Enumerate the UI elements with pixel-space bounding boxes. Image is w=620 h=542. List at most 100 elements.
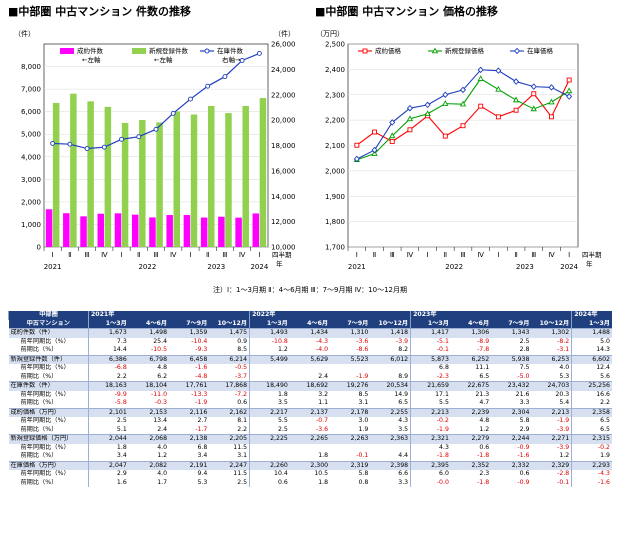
table-period-header: 7～9月 (169, 319, 210, 329)
table-cell: 2,178 (330, 407, 371, 417)
table-cell: -1.8 (477, 478, 490, 486)
table-row: 前期比（%） -5.8 -0.3 -1.9 0.6 3.5 1.1 3.1 6.5 5.5 4.7 3… (9, 399, 612, 408)
point-new-listing-price (512, 96, 520, 103)
table-period-header: 1～3月 (87, 319, 129, 329)
table-period-header: 1～3月 (249, 319, 290, 329)
left-y-tick-label: 1,000 (21, 221, 41, 229)
table-cell: -4.3 (316, 337, 329, 345)
bar-contracts (149, 217, 156, 247)
listings-count-chart: 0 1,000 2,000 3,000 4,000 5,000 6,000 7,000 8,00… (14, 29, 296, 271)
table-cell: 23,432 (491, 381, 532, 391)
table-cell: 2,293 (571, 460, 612, 470)
table-cell: -0.2 (571, 443, 612, 452)
row-label: 前年同期比（%） (20, 470, 70, 478)
x-tick-label: Ⅳ (239, 251, 246, 259)
point-contract-price (566, 77, 572, 83)
bar-contracts (131, 214, 139, 247)
point-inventory (222, 74, 228, 80)
table-cell: -5.1 (410, 337, 451, 346)
table-cell: 0.6 (237, 399, 248, 407)
table-cell: 5.1 (87, 425, 129, 435)
bar-contracts (183, 215, 191, 247)
x-tick-label: Ⅳ (101, 251, 108, 259)
right-y-tick-label: 14,000 (271, 193, 296, 201)
table-cell: 6,386 (87, 354, 129, 364)
table-cell: 5,499 (249, 354, 290, 364)
table-cell: 6,602 (571, 354, 612, 364)
row-label: 前年同期比（%） (20, 443, 70, 451)
x-tick-label: Ⅰ (120, 251, 122, 259)
table-row: 前年同期比（%） 2.9 4.0 9.4 11.5 10.4 10.5 5.8 6.6 6.0 2.… (9, 470, 612, 479)
table-cell: 1.8 (318, 452, 329, 460)
table-cell: -0.1 (356, 452, 369, 460)
x-axis-label-year: 年 (276, 259, 283, 268)
y-tick-label: 2,100 (325, 142, 345, 150)
x-tick-label: Ⅱ (68, 251, 71, 259)
table-cell: 2.8 (519, 346, 530, 354)
x-tick-label: Ⅰ (497, 251, 499, 259)
year-label: 2024 (250, 263, 268, 271)
table-cell: 11.5 (233, 443, 248, 451)
bar-new-listings (139, 120, 146, 247)
table-row: 前年同期比（%） 7.3 25.4 -10.4 0.9 -10.8 -4.3 -3.6 -3.9… (9, 337, 612, 346)
point-inventory-price (530, 83, 537, 90)
table-cell: 6,798 (128, 354, 170, 364)
table-cell: 4.8 (157, 364, 168, 372)
table-cell: 11.5 (233, 470, 248, 478)
table-cell: 10.4 (249, 470, 290, 479)
table-cell: 2,315 (571, 434, 612, 444)
table-period-header: 4～6月 (450, 319, 492, 329)
left-chart-title: ■中部圏 中古マンション 件数の推移 (8, 5, 192, 18)
x-tick-label: Ⅰ (568, 251, 570, 259)
row-label: 前期比（%） (20, 425, 58, 433)
table-cell: 7.5 (519, 364, 530, 372)
table-cell: 14.4 (87, 346, 129, 355)
table-cell: 5.0 (571, 337, 612, 346)
bar-new-listings (121, 122, 129, 247)
point-inventory (153, 126, 159, 132)
table-cell: 5.4 (559, 399, 570, 407)
table-cell: 5.8 (519, 417, 530, 425)
row-label: 前期比（%） (20, 372, 58, 380)
quarter-note: 注）Ⅰ：1～3月期 Ⅱ：4～6月期 Ⅲ：7～9月期 Ⅳ：10～12月期 (212, 286, 407, 294)
table-cell: -0.5 (234, 364, 248, 372)
x-tick-label: Ⅱ (137, 251, 140, 259)
table-cell: -10.4 (191, 337, 208, 345)
table-cell: 1,434 (289, 328, 331, 338)
table-row: 在庫価格（万円） 2,047 2,082 2,191 2,247 2,260 2,300 2,… (8, 460, 612, 470)
table-cell: -0.3 (154, 399, 168, 407)
y-axis-label: （万円） (316, 30, 344, 38)
table-cell: 2,247 (209, 460, 250, 470)
row-label: 前期比（%） (20, 346, 58, 354)
table-cell: 14.9 (394, 390, 409, 398)
table-cell: 5.8 (358, 470, 369, 478)
table-cell: 2,217 (249, 407, 290, 417)
table-cell: 2,304 (491, 407, 532, 417)
year-label: 2023 (516, 263, 534, 271)
table-cell: 0.6 (479, 443, 490, 451)
left-y-tick-label: 7,000 (21, 86, 41, 94)
right-y-tick-label: 16,000 (271, 167, 296, 175)
table-cell: 2.4 (157, 425, 168, 433)
point-inventory (170, 110, 176, 116)
table-cell: 6.8 (410, 364, 451, 373)
table-cell (249, 372, 290, 382)
table-period-header: 10～12月 (370, 319, 411, 329)
table-cell: -0.9 (517, 478, 530, 486)
point-inventory-price (495, 67, 502, 74)
table-cell: 2,319 (330, 460, 371, 470)
table-period-header: 1～3月 (410, 319, 451, 329)
table-cell: 2,363 (370, 434, 411, 444)
y-tick-label: 2,300 (325, 91, 345, 99)
table-cell: 2,260 (249, 460, 290, 470)
table-cell: 1,306 (450, 328, 492, 338)
table-period-header: 7～9月 (330, 319, 371, 329)
row-label: 前年同期比（%） (20, 417, 70, 425)
statistics-table: 中部圏 2021年 2022年 2023年 2024年 中古マンション 1～3月 4～6… (8, 311, 612, 487)
point-inventory-price (442, 91, 449, 99)
point-inventory (50, 140, 56, 146)
table-cell: 2,162 (209, 407, 250, 417)
point-inventory-price (424, 101, 431, 109)
table-cell: 3.4 (87, 452, 129, 461)
table-cell: 8.9 (398, 372, 409, 380)
